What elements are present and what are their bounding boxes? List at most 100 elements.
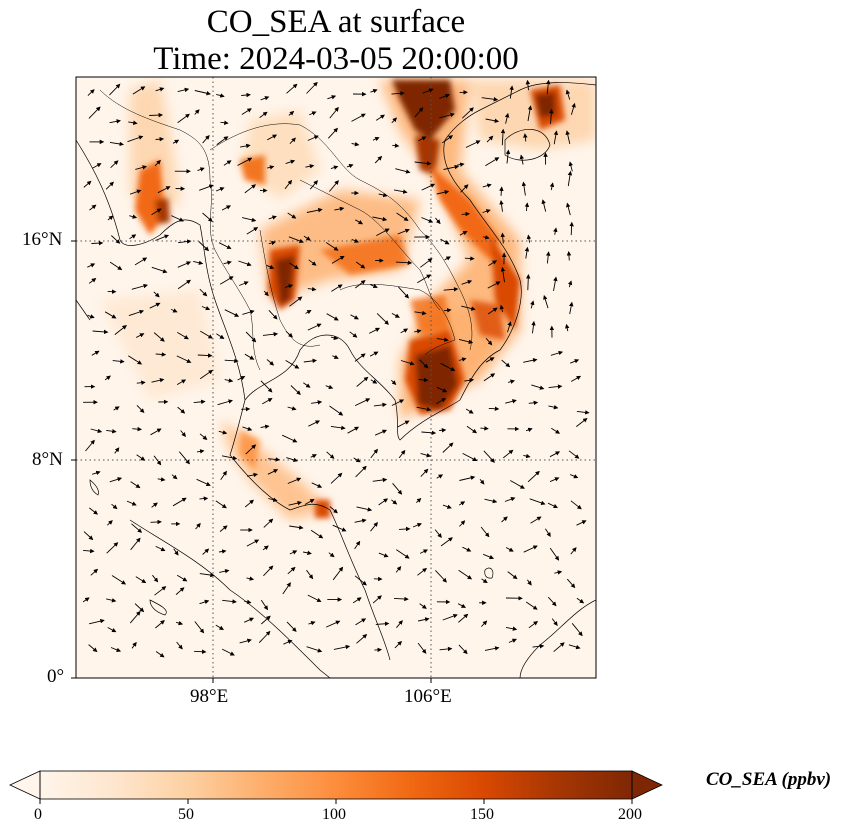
wind-arrow [151, 266, 168, 274]
wind-arrow [262, 331, 279, 337]
wind-arrow [246, 472, 258, 478]
wind-arrow [267, 134, 278, 141]
colorbar [9, 770, 663, 804]
co-field [100, 80, 596, 520]
wind-arrow [530, 300, 535, 309]
wind-arrow [130, 537, 141, 551]
wind-arrow [202, 212, 213, 222]
wind-arrow [376, 313, 389, 325]
wind-arrow [391, 117, 398, 124]
wind-arrow [436, 337, 449, 342]
wind-arrow [329, 180, 339, 192]
wind-arrow [132, 426, 142, 432]
wind-arrow [480, 526, 490, 538]
wind-arrow [155, 136, 165, 142]
wind-arrow [549, 477, 560, 483]
wind-arrow [113, 406, 120, 411]
wind-arrow [351, 238, 360, 243]
wind-arrow [311, 482, 323, 488]
wind-arrow [303, 235, 311, 241]
wind-arrow [504, 497, 516, 502]
wind-arrow [481, 578, 488, 584]
wind-arrow [285, 284, 294, 289]
wind-arrow [242, 309, 255, 315]
wind-arrow [374, 155, 383, 164]
wind-arrow [152, 574, 159, 583]
wind-arrow [91, 350, 100, 356]
wind-arrow [104, 311, 117, 319]
wind-arrow [155, 352, 167, 357]
wind-arrow [303, 358, 317, 364]
wind-arrow [218, 549, 227, 554]
map-area [76, 77, 596, 678]
wind-arrow [154, 159, 161, 167]
wind-arrow [89, 507, 99, 515]
wind-arrow [290, 385, 301, 396]
wind-arrow [258, 630, 271, 644]
wind-arrow [329, 106, 339, 119]
wind-arrow [459, 230, 468, 236]
wind-arrow [570, 359, 580, 364]
wind-arrow [106, 520, 113, 526]
wind-arrow [325, 384, 334, 390]
wind-arrow [415, 497, 422, 504]
wind-arrow [193, 399, 206, 405]
wind-arrow [241, 217, 257, 223]
wind-arrow [215, 500, 227, 509]
colorbar-tick-150: 150 [470, 806, 494, 823]
wind-arrow [128, 309, 145, 317]
wind-arrow [499, 186, 504, 196]
wind-arrow [284, 179, 293, 190]
wind-arrow [485, 118, 500, 123]
wind-arrow [551, 427, 561, 434]
wind-arrow [129, 234, 137, 240]
wind-arrow [224, 309, 240, 317]
wind-arrow [331, 255, 345, 264]
wind-arrow [285, 159, 296, 165]
wind-arrow [241, 92, 251, 98]
wind-arrow [509, 85, 514, 99]
wind-arrow [131, 523, 143, 533]
wind-arrow [129, 610, 141, 624]
wind-arrow [303, 550, 312, 556]
wind-arrow [129, 214, 138, 219]
wind-arrow [328, 552, 335, 558]
wind-arrow [110, 647, 122, 652]
wind-arrow [135, 333, 145, 338]
wind-arrow [435, 570, 447, 583]
wind-arrow [172, 497, 187, 507]
axis-tick-marks [71, 240, 432, 683]
wind-arrow [349, 331, 358, 338]
colorbar-extend-max [631, 770, 663, 800]
wind-arrow [443, 308, 452, 313]
wind-arrow [553, 130, 559, 145]
wind-arrow [412, 522, 422, 528]
wind-arrow [439, 646, 453, 652]
wind-arrow [547, 502, 559, 509]
colorbar-gradient [40, 771, 632, 799]
wind-arrow [507, 379, 515, 384]
wind-arrow [289, 262, 299, 270]
wind-arrow [508, 638, 517, 643]
wind-arrow [500, 232, 505, 244]
wind-arrow [135, 576, 147, 584]
wind-arrow [375, 621, 390, 626]
wind-arrow [393, 189, 408, 194]
wind-arrow [488, 406, 500, 411]
wind-arrow [260, 380, 273, 393]
wind-arrow [391, 91, 405, 96]
wind-arrow [421, 217, 434, 223]
colorbar-label: CO_SEA (ppbv) [706, 769, 832, 790]
wind-arrow [500, 128, 506, 146]
wind-arrow [170, 308, 178, 313]
wind-arrow [266, 165, 275, 170]
wind-arrow [288, 110, 295, 116]
wind-arrow [268, 497, 278, 502]
wind-arrow [525, 601, 538, 610]
wind-arrow [82, 597, 90, 603]
wind-arrow [261, 615, 271, 625]
wind-arrow [487, 281, 501, 289]
wind-arrow [566, 251, 572, 261]
wind-arrow [442, 442, 454, 453]
wind-arrow [177, 261, 192, 268]
